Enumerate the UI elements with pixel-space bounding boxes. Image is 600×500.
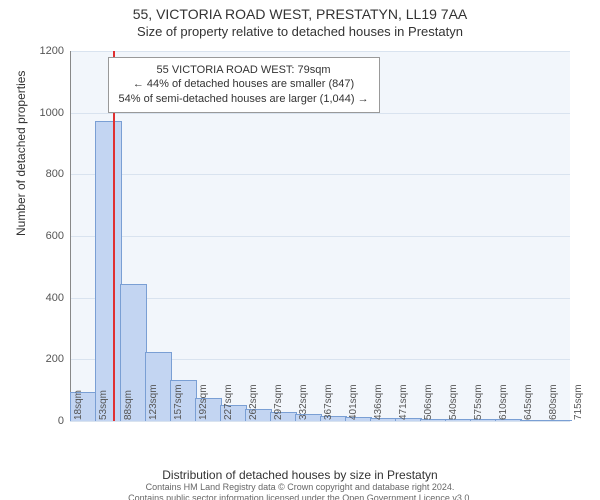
y-tick-label: 1000	[24, 107, 64, 119]
x-tick-label: 88sqm	[123, 390, 134, 420]
chart-container: 55, VICTORIA ROAD WEST, PRESTATYN, LL19 …	[0, 6, 600, 500]
grid-line	[70, 174, 570, 175]
chart-subtitle: Size of property relative to detached ho…	[0, 24, 600, 39]
footer-line-1: Contains HM Land Registry data © Crown c…	[0, 482, 600, 493]
x-tick-label: 332sqm	[298, 384, 309, 420]
y-tick-label: 400	[24, 292, 64, 304]
x-tick-label: 192sqm	[198, 384, 209, 420]
info-box-line1: 55 VICTORIA ROAD WEST: 79sqm	[119, 63, 369, 78]
x-tick-label: 262sqm	[248, 384, 259, 420]
x-tick-label: 540sqm	[448, 384, 459, 420]
x-tick-label: 645sqm	[523, 384, 534, 420]
grid-line	[70, 236, 570, 237]
info-box-line3: 54% of semi-detached houses are larger (…	[119, 92, 369, 107]
y-tick-label: 0	[24, 415, 64, 427]
x-tick-label: 18sqm	[73, 390, 84, 420]
x-tick-label: 123sqm	[148, 384, 159, 420]
x-tick-label: 680sqm	[548, 384, 559, 420]
info-box-line2: ← 44% of detached houses are smaller (84…	[119, 77, 369, 92]
grid-line	[70, 51, 570, 52]
x-tick-label: 471sqm	[398, 384, 409, 420]
y-axis-line	[70, 51, 71, 421]
y-tick-label: 600	[24, 230, 64, 242]
property-info-box: 55 VICTORIA ROAD WEST: 79sqm ← 44% of de…	[108, 57, 380, 114]
histogram-bar	[95, 121, 122, 421]
footer-line-2: Contains public sector information licen…	[0, 493, 600, 500]
x-tick-label: 157sqm	[173, 384, 184, 420]
y-tick-label: 800	[24, 168, 64, 180]
x-tick-label: 715sqm	[573, 384, 584, 420]
x-tick-label: 227sqm	[223, 384, 234, 420]
x-tick-label: 575sqm	[473, 384, 484, 420]
y-axis-label: Number of detached properties	[14, 71, 28, 236]
x-axis-label: Distribution of detached houses by size …	[0, 468, 600, 482]
x-tick-label: 506sqm	[423, 384, 434, 420]
plot-area: 55 VICTORIA ROAD WEST: 79sqm ← 44% of de…	[70, 51, 570, 421]
x-tick-label: 401sqm	[348, 384, 359, 420]
x-tick-label: 610sqm	[498, 384, 509, 420]
x-tick-label: 436sqm	[373, 384, 384, 420]
y-tick-label: 1200	[24, 45, 64, 57]
x-tick-label: 53sqm	[98, 390, 109, 420]
grid-line	[70, 421, 570, 422]
y-tick-label: 200	[24, 353, 64, 365]
attribution-footer: Contains HM Land Registry data © Crown c…	[0, 482, 600, 500]
page-title: 55, VICTORIA ROAD WEST, PRESTATYN, LL19 …	[0, 6, 600, 22]
x-tick-label: 367sqm	[323, 384, 334, 420]
x-tick-label: 297sqm	[273, 384, 284, 420]
